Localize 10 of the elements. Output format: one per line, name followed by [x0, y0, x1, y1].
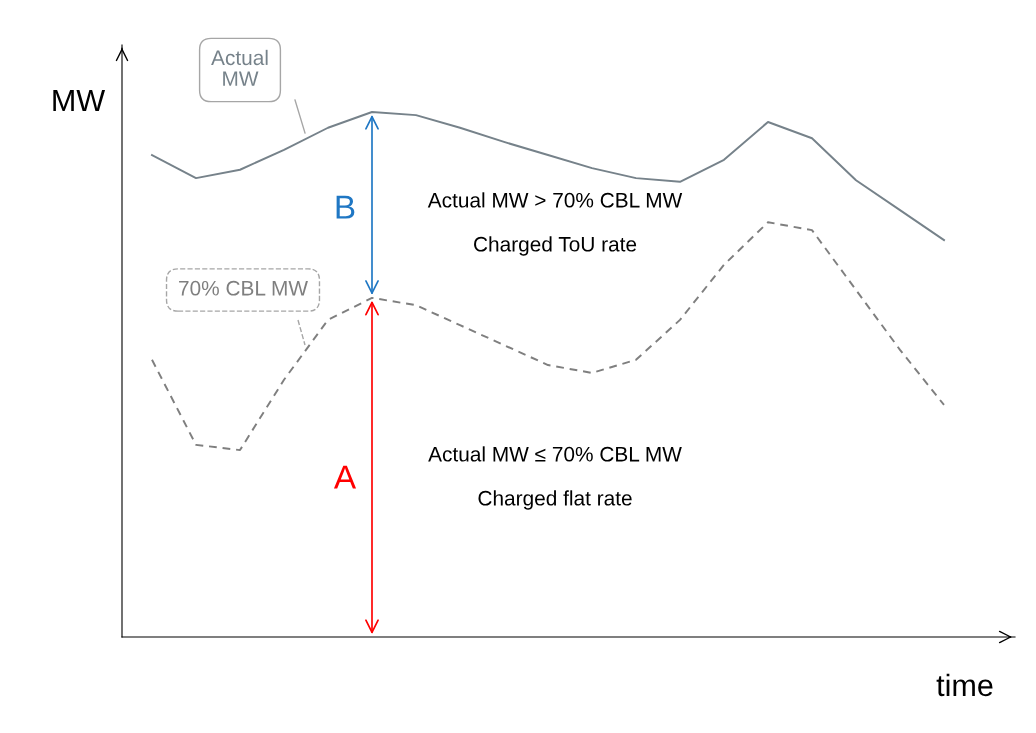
x-axis-title: time — [936, 673, 993, 697]
annotation: Actual MW ≤ 70% CBL MW — [428, 446, 682, 462]
y-axis-title: MW — [53, 89, 106, 111]
annotation: Charged flat rate — [478, 490, 632, 510]
annotation: Charged ToU rate — [474, 236, 637, 256]
annotation: B — [336, 195, 355, 219]
text: Actual MW — [211, 49, 268, 86]
series-label: 70% CBL MW — [179, 280, 308, 296]
annotation: Actual MW > 70% CBL MW — [427, 192, 683, 208]
annotation: A — [333, 465, 357, 489]
